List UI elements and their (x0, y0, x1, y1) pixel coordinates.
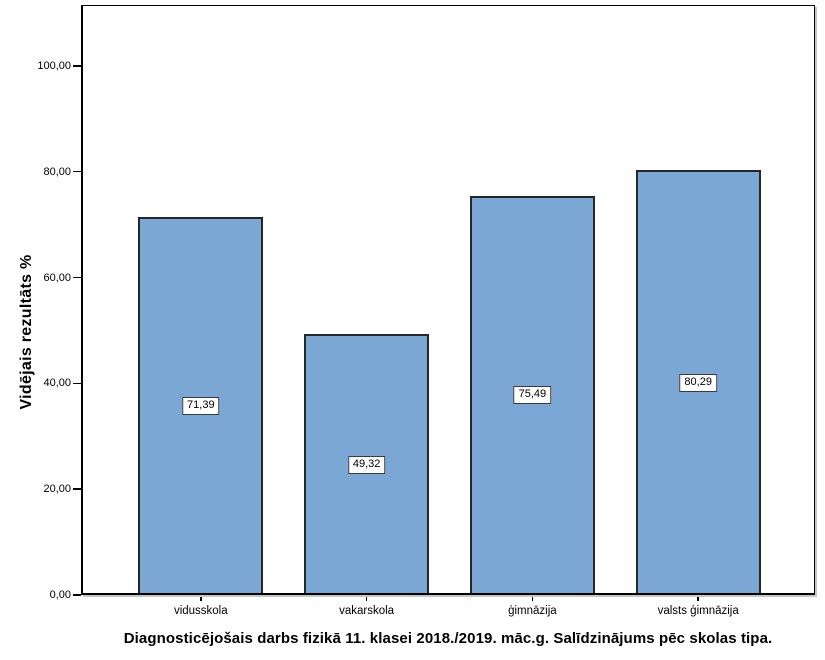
x-axis-category-label: valsts ģimnāzija (657, 605, 739, 617)
bar-value-label: 49,32 (347, 455, 386, 474)
y-axis-tick (73, 488, 81, 490)
x-axis-tick (531, 595, 534, 601)
x-axis-category-label: vidusskola (173, 605, 228, 617)
y-axis-title-text: Vidējais rezultāts % (18, 254, 35, 410)
x-axis-tick (365, 595, 368, 601)
chart-title: Diagnosticējošais darbs fizikā 11. klase… (123, 630, 773, 647)
x-axis-category-label: vakarskola (339, 605, 395, 617)
y-axis-tick-label: 60,00 (43, 271, 71, 284)
y-axis-tick-label: 80,00 (43, 165, 71, 178)
y-axis-tick (73, 594, 81, 596)
y-axis-tick-label: 40,00 (43, 377, 71, 390)
x-axis-category-label: ģimnāzija (508, 605, 557, 617)
y-axis-tick (73, 65, 81, 67)
bar-value-label: 75,49 (513, 386, 552, 405)
bar-value-label: 80,29 (679, 373, 717, 392)
y-axis-tick (73, 276, 81, 279)
x-axis-tick (200, 595, 202, 601)
x-axis-tick (697, 595, 699, 601)
plot-area: 0,00 20,00 40,00 60,00 80,00 100,00 71,39 vidus… (37, 5, 815, 617)
y-axis-tick-label: 0,00 (49, 589, 71, 601)
y-axis-tick-label: 20,00 (43, 483, 71, 496)
y-axis-tick (73, 382, 81, 385)
bar-value-label: 71,39 (182, 397, 220, 416)
y-axis-tick (73, 170, 81, 173)
y-axis-tick-label: 100,00 (37, 59, 71, 72)
